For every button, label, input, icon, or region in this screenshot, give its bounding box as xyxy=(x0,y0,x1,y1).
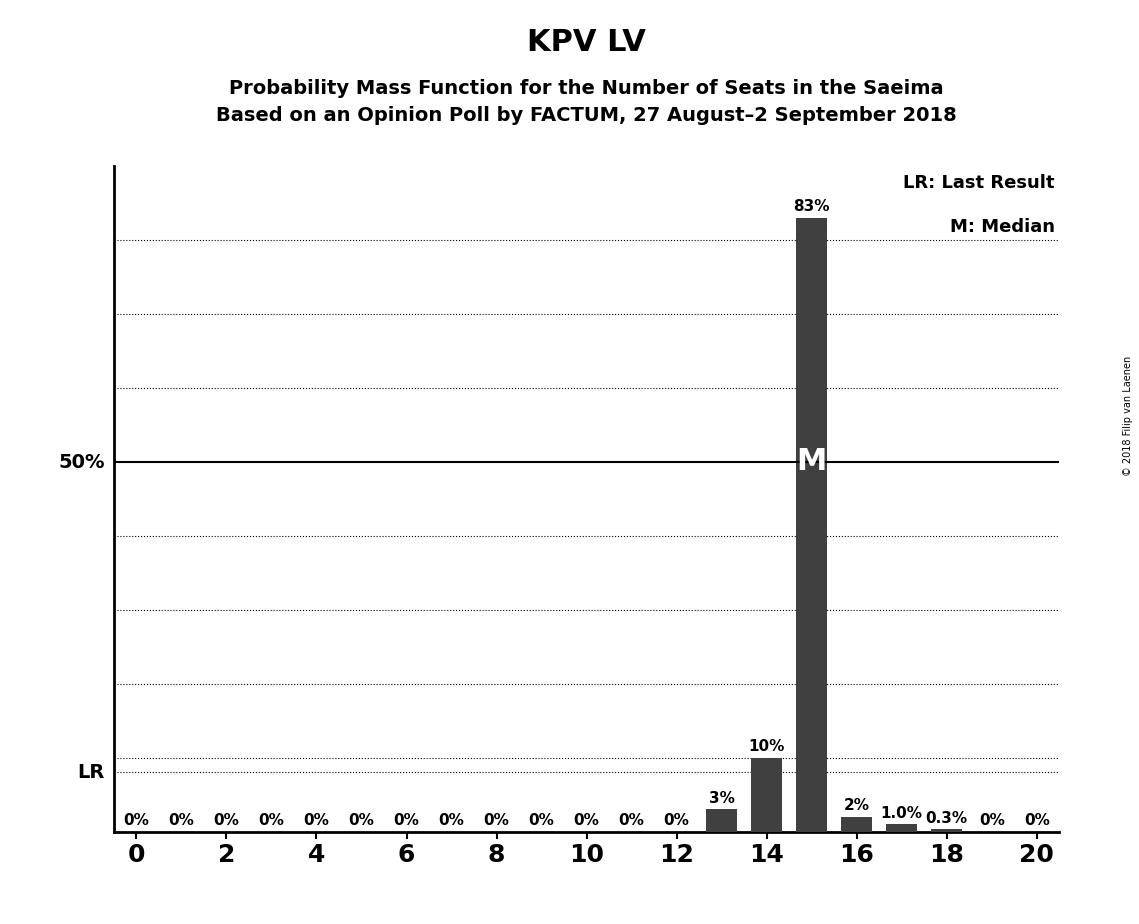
Text: LR: Last Result: LR: Last Result xyxy=(903,174,1055,191)
Text: 10%: 10% xyxy=(748,739,785,754)
Text: 0%: 0% xyxy=(978,813,1005,828)
Text: 0%: 0% xyxy=(349,813,375,828)
Text: Probability Mass Function for the Number of Seats in the Saeima: Probability Mass Function for the Number… xyxy=(229,79,944,98)
Text: 0%: 0% xyxy=(528,813,555,828)
Text: 0%: 0% xyxy=(169,813,195,828)
Bar xyxy=(751,758,782,832)
Text: KPV LV: KPV LV xyxy=(527,28,646,56)
Text: 3%: 3% xyxy=(708,791,735,806)
Text: 0%: 0% xyxy=(484,813,509,828)
Text: 0%: 0% xyxy=(259,813,285,828)
Text: 0%: 0% xyxy=(303,813,329,828)
Text: 0%: 0% xyxy=(213,813,239,828)
Text: LR: LR xyxy=(77,763,105,782)
Bar xyxy=(886,824,917,832)
Text: 0%: 0% xyxy=(1024,813,1050,828)
Text: M: M xyxy=(796,447,827,477)
Text: 83%: 83% xyxy=(794,200,830,214)
Text: 50%: 50% xyxy=(58,453,105,471)
Bar xyxy=(796,218,827,832)
Text: Based on an Opinion Poll by FACTUM, 27 August–2 September 2018: Based on an Opinion Poll by FACTUM, 27 A… xyxy=(216,106,957,126)
Bar xyxy=(931,830,962,832)
Text: © 2018 Filip van Laenen: © 2018 Filip van Laenen xyxy=(1123,356,1133,476)
Text: 0%: 0% xyxy=(574,813,599,828)
Text: 2%: 2% xyxy=(844,798,870,813)
Text: 0%: 0% xyxy=(123,813,149,828)
Bar xyxy=(706,809,737,832)
Text: 0%: 0% xyxy=(664,813,689,828)
Text: 1.0%: 1.0% xyxy=(880,806,923,821)
Bar xyxy=(841,817,872,832)
Text: M: Median: M: Median xyxy=(950,218,1055,236)
Text: 0%: 0% xyxy=(618,813,645,828)
Text: 0%: 0% xyxy=(394,813,419,828)
Text: 0.3%: 0.3% xyxy=(926,810,968,826)
Text: 0%: 0% xyxy=(439,813,465,828)
